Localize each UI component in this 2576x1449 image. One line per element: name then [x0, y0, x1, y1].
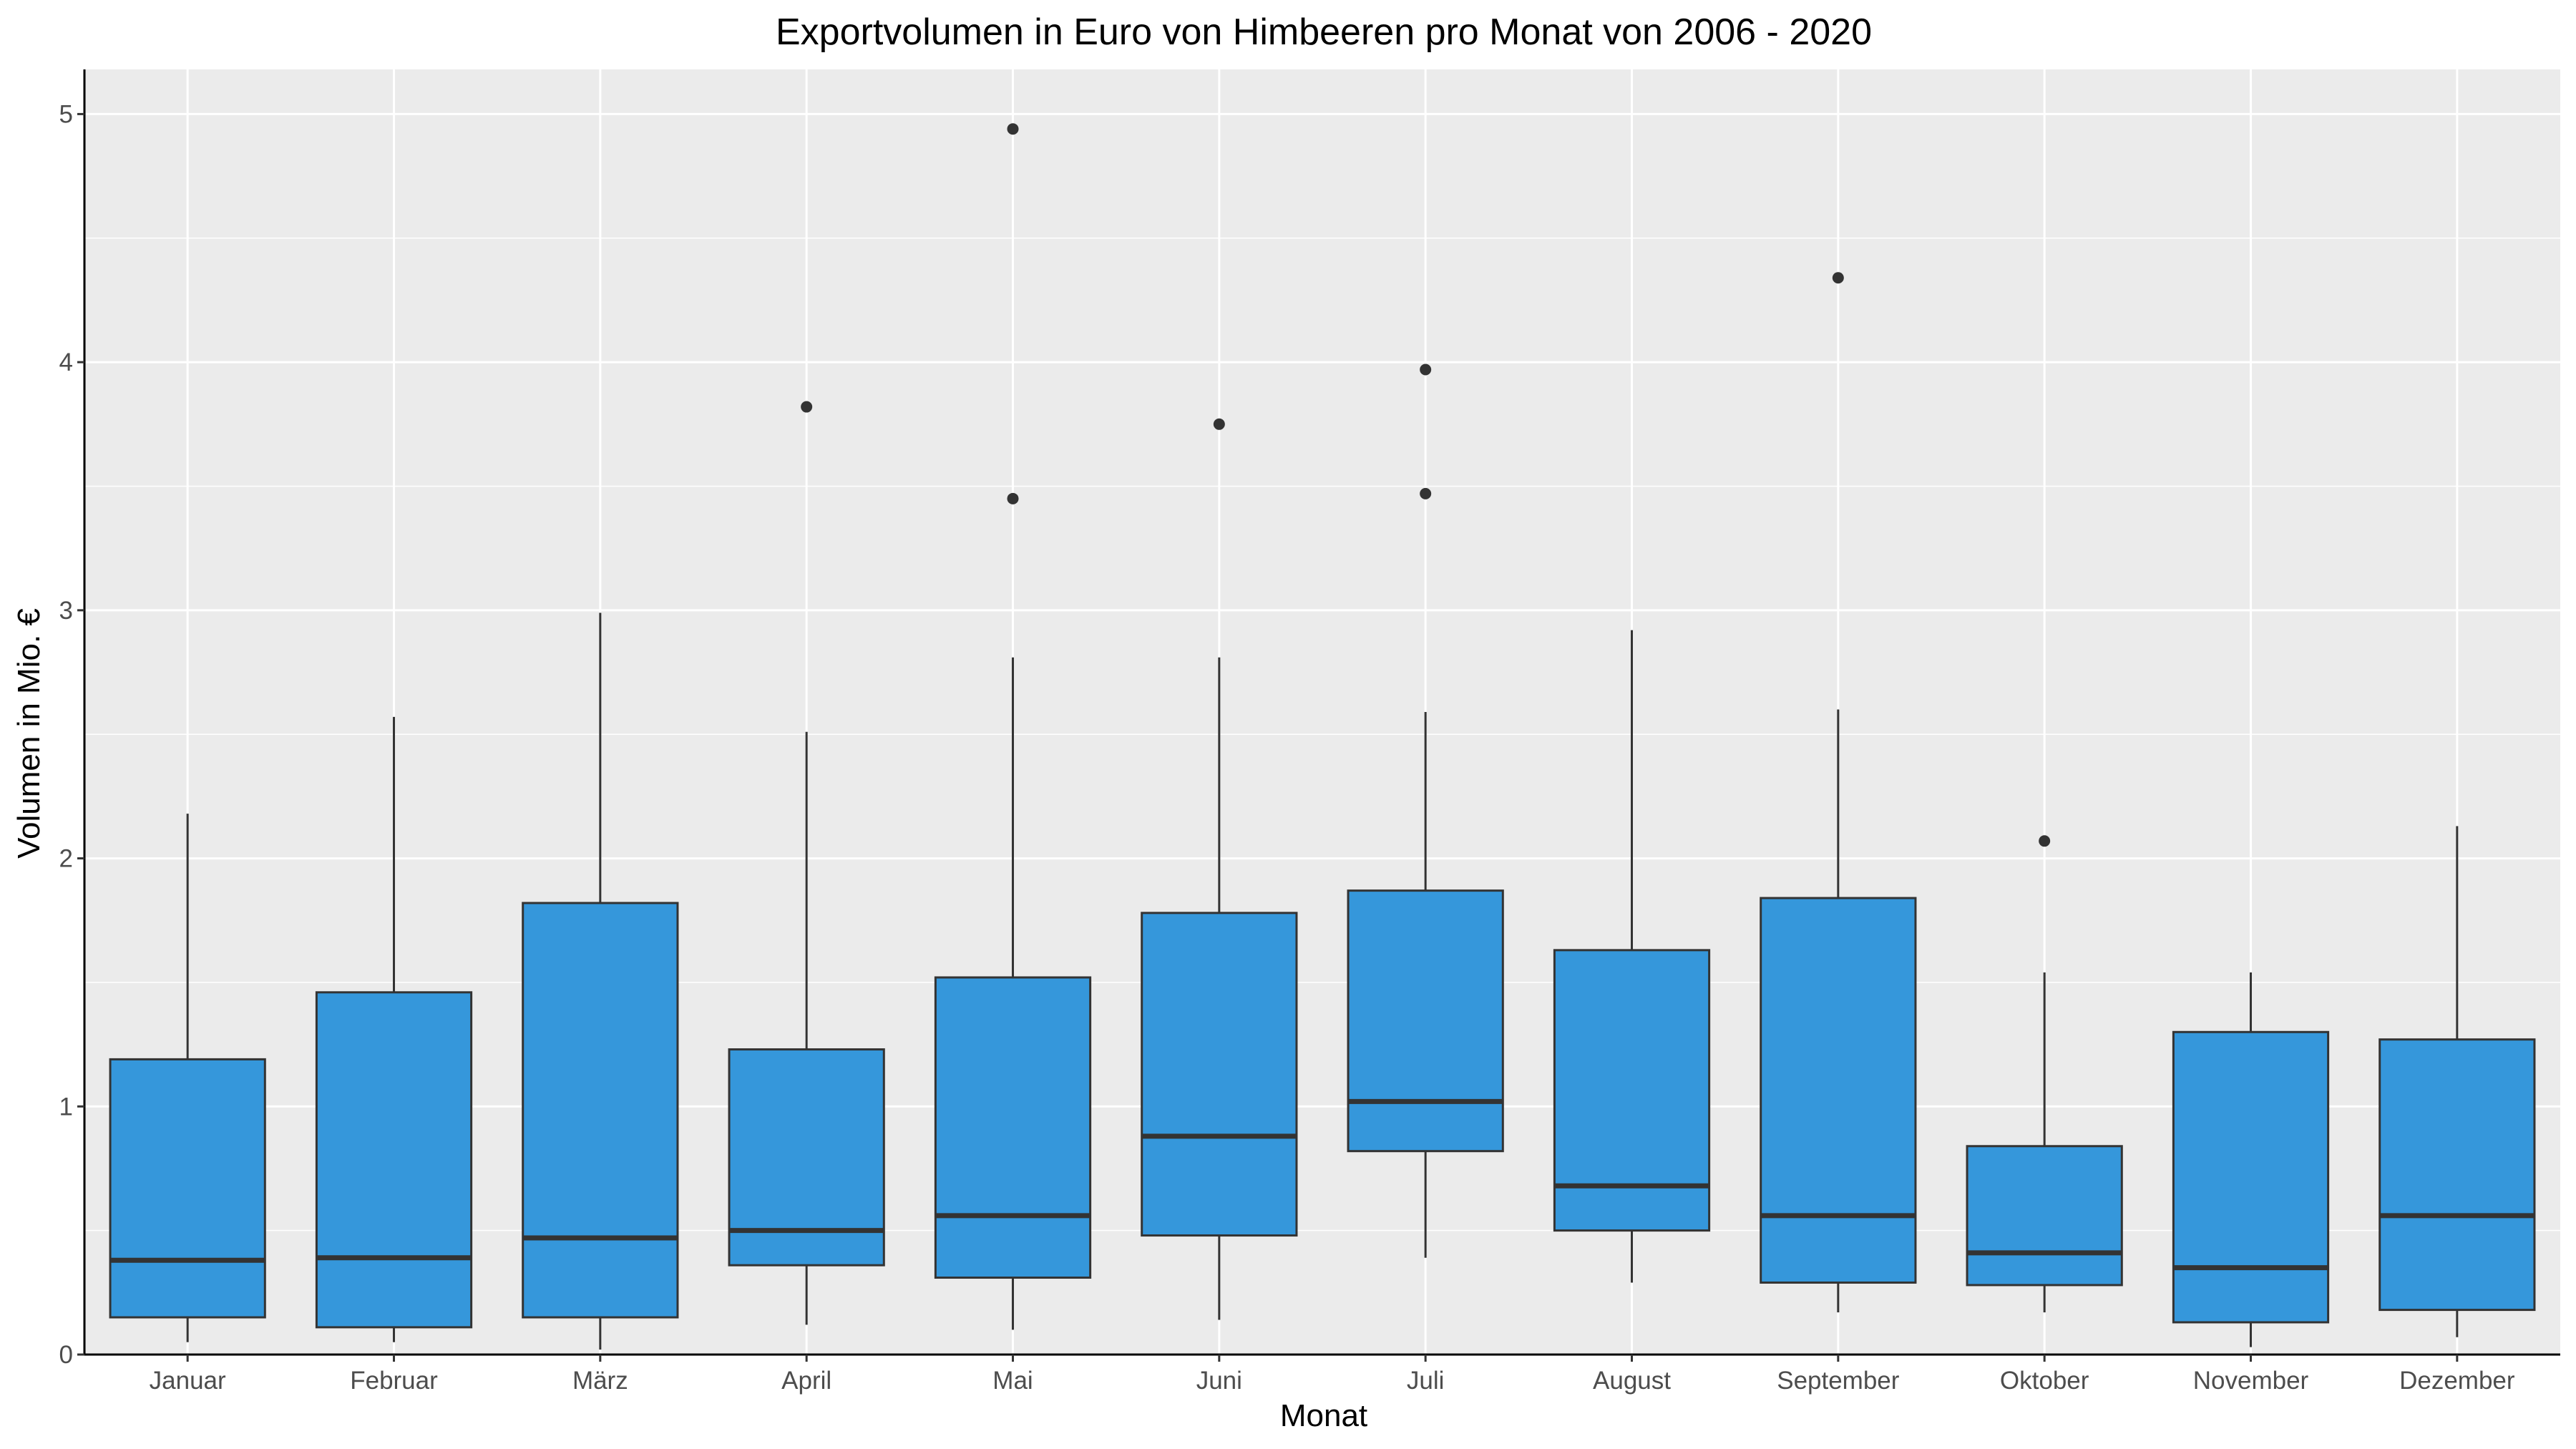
- chart-title: Exportvolumen in Euro von Himbeeren pro …: [776, 11, 1872, 53]
- box-oktober: [1966, 835, 2123, 1313]
- box-iqr: [315, 991, 473, 1329]
- box-iqr: [522, 902, 679, 1319]
- box-iqr: [1553, 949, 1711, 1232]
- box-iqr: [1347, 889, 1504, 1153]
- x-tick-labels: Januar Februar März April Mai Juni Juli August S…: [150, 1367, 2515, 1395]
- box-januar: [109, 814, 266, 1342]
- x-tick-label: Dezember: [2399, 1367, 2515, 1395]
- y-tick-labels: 0 1 2 3 4 5: [59, 100, 73, 1369]
- y-tick-label: 5: [59, 100, 73, 128]
- outlier-point: [801, 401, 813, 413]
- y-tick-label: 4: [59, 348, 73, 376]
- box-dezember: [2379, 826, 2536, 1337]
- outlier-point: [2039, 835, 2051, 847]
- x-tick-label: November: [2193, 1367, 2309, 1395]
- plot-panel: [84, 69, 2560, 1355]
- y-tick-label: 0: [59, 1341, 73, 1369]
- box-iqr: [2172, 1030, 2330, 1324]
- x-tick-label: Mai: [992, 1367, 1033, 1395]
- box-april: [728, 401, 885, 1325]
- box-august: [1553, 630, 1711, 1283]
- x-tick-label: August: [1593, 1367, 1671, 1395]
- outlier-point: [1420, 364, 1432, 376]
- y-tick-label: 1: [59, 1093, 73, 1121]
- outlier-point: [1007, 123, 1019, 135]
- x-tick-label: März: [572, 1367, 628, 1395]
- box-november: [2172, 972, 2330, 1347]
- x-tick-label: Februar: [350, 1367, 438, 1395]
- outlier-point: [1420, 487, 1432, 499]
- box-juli: [1347, 364, 1504, 1258]
- x-tick-label: Juni: [1196, 1367, 1242, 1395]
- x-tick-label: Januar: [150, 1367, 226, 1395]
- box-iqr: [2379, 1038, 2536, 1312]
- x-tick-label: Juli: [1407, 1367, 1445, 1395]
- outlier-point: [1832, 272, 1844, 284]
- outlier-point: [1213, 418, 1225, 430]
- box-märz: [522, 613, 679, 1350]
- box-september: [1760, 272, 1917, 1313]
- x-tick-label: September: [1777, 1367, 1900, 1395]
- box-mai: [934, 123, 1092, 1330]
- x-axis-title: Monat: [1280, 1398, 1367, 1433]
- y-tick-label: 2: [59, 845, 73, 873]
- box-iqr: [1966, 1145, 2123, 1287]
- box-iqr: [934, 976, 1092, 1279]
- box-iqr: [1760, 897, 1917, 1284]
- box-februar: [315, 716, 473, 1342]
- x-tick-label: Oktober: [2000, 1367, 2089, 1395]
- box-iqr: [109, 1058, 266, 1319]
- x-tick-label: April: [781, 1367, 831, 1395]
- y-axis-title: Volumen in Mio. €: [11, 608, 47, 859]
- y-tick-label: 3: [59, 597, 73, 625]
- box-series: [109, 123, 2536, 1350]
- box-iqr: [1141, 912, 1298, 1237]
- box-juni: [1141, 418, 1298, 1320]
- axes: [77, 69, 2560, 1362]
- outlier-point: [1007, 492, 1019, 504]
